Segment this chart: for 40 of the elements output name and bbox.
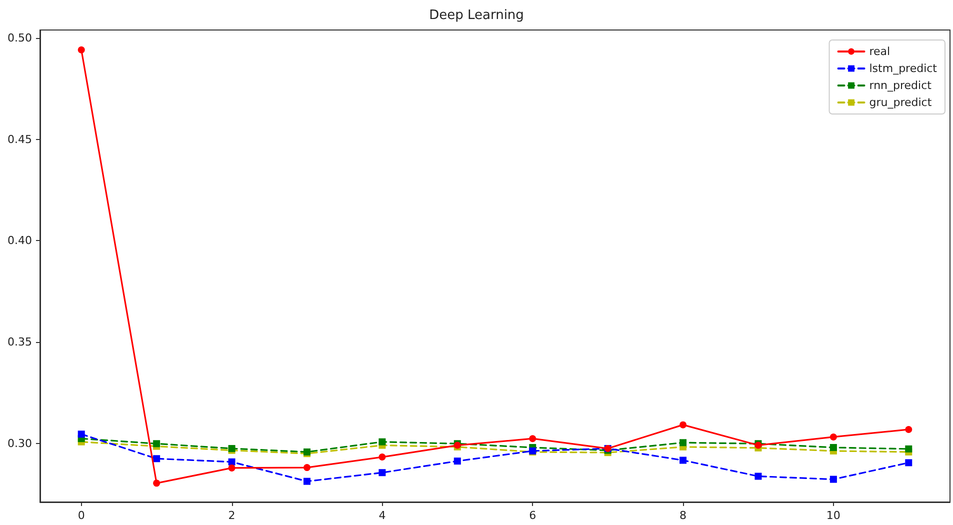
point: [905, 445, 912, 452]
legend-label: real: [869, 45, 890, 58]
point: [454, 458, 461, 465]
legend-label: gru_predict: [869, 96, 932, 109]
point: [303, 478, 310, 485]
y-tick-label: 0.50: [8, 32, 32, 45]
x-tick-label: 10: [826, 509, 840, 522]
legend-label: lstm_predict: [869, 62, 938, 75]
point: [78, 430, 85, 438]
point: [754, 472, 762, 480]
point: [680, 456, 687, 464]
point: [378, 454, 386, 461]
point: [153, 480, 160, 487]
point: [78, 46, 85, 54]
x-tick-label: 4: [378, 509, 386, 522]
point: [378, 469, 386, 476]
y-tick-label: 0.40: [8, 234, 32, 248]
y-tick-label: 0.45: [8, 132, 32, 146]
point: [529, 435, 536, 442]
x-tick-label: 2: [228, 509, 236, 522]
point: [680, 439, 687, 446]
point: [680, 421, 687, 428]
point: [830, 433, 837, 440]
x-tick-label: 0: [78, 509, 85, 522]
point: [303, 464, 310, 472]
point: [153, 440, 160, 448]
point: [905, 426, 912, 433]
point: [228, 464, 236, 472]
point: [378, 438, 386, 446]
y-tick-label: 0.35: [8, 335, 32, 348]
chart-title: Deep Learning: [429, 8, 524, 23]
legend-label: rnn_predict: [869, 79, 932, 92]
point: [830, 476, 837, 483]
point: [905, 459, 912, 466]
y-tick-label: 0.30: [8, 436, 32, 450]
x-tick-label: 8: [680, 509, 687, 522]
x-tick-label: 6: [529, 509, 536, 522]
point: [228, 458, 236, 466]
point: [830, 444, 837, 452]
point: [153, 455, 160, 462]
